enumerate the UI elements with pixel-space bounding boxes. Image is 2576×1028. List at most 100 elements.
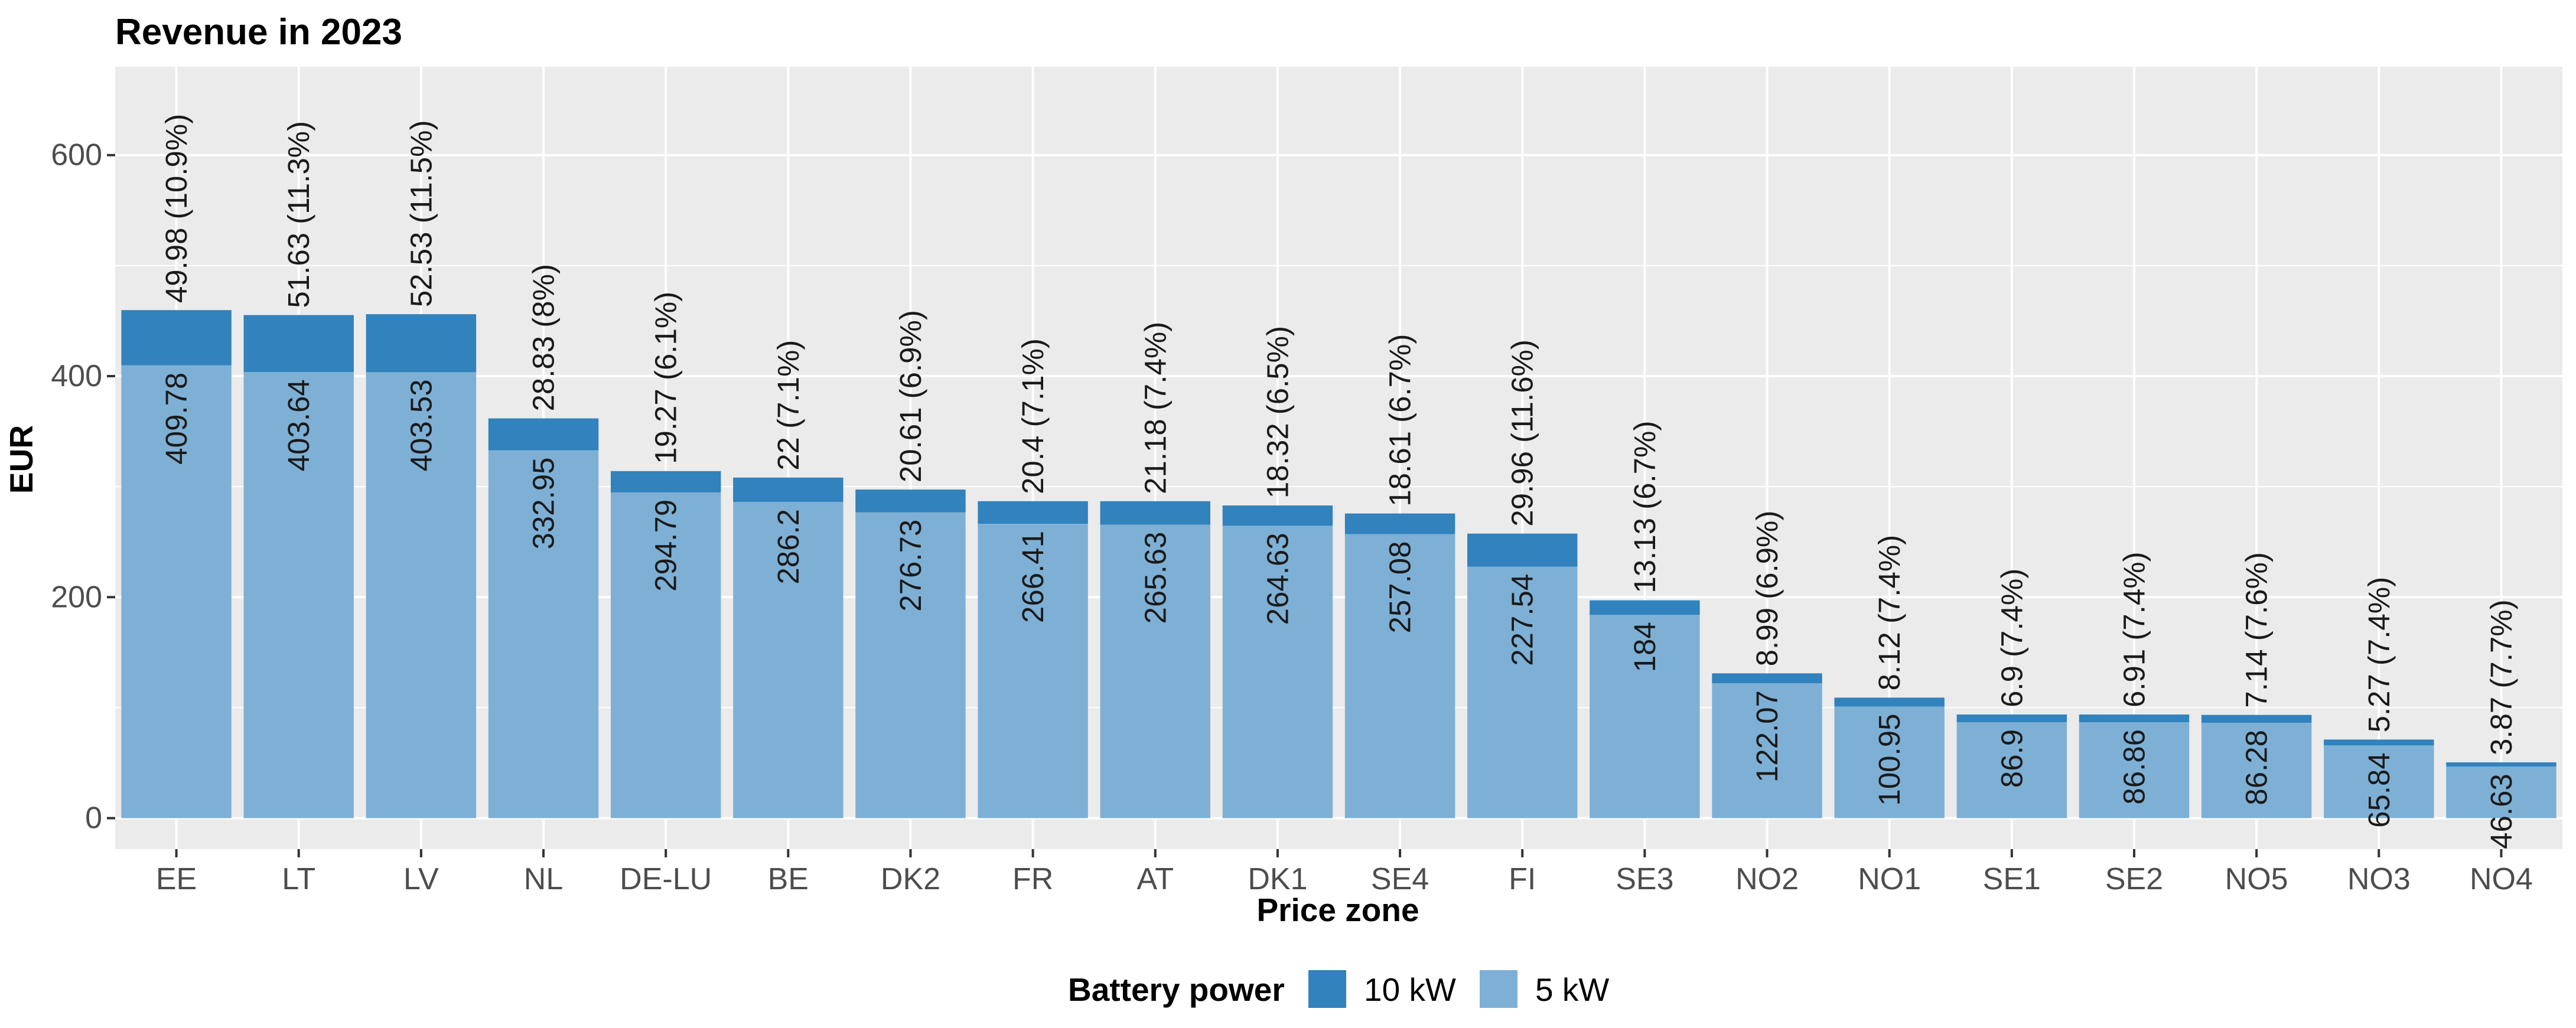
label-5kw-SE1: 86.9 xyxy=(1995,729,2028,788)
bar-10kw-SE4 xyxy=(1344,513,1455,534)
label-5kw-NO4: 46.63 xyxy=(2484,774,2518,849)
legend-key-10kw xyxy=(1308,970,1346,1008)
label-5kw-DK2: 276.73 xyxy=(894,520,927,612)
label-10kw-NO3: 5.27 (7.4%) xyxy=(2362,577,2396,733)
x-tick-label: NO2 xyxy=(1735,862,1799,896)
bar-10kw-AT xyxy=(1100,501,1210,525)
bar-10kw-DK1 xyxy=(1222,505,1333,526)
bar-5kw-EE xyxy=(121,365,232,818)
label-5kw-DE-LU: 294.79 xyxy=(649,500,683,592)
label-10kw-NO5: 7.14 (7.6%) xyxy=(2240,552,2274,708)
label-5kw-AT: 265.63 xyxy=(1138,531,1172,624)
legend-title: Battery power xyxy=(1068,971,1285,1008)
y-tick-label: 600 xyxy=(51,138,102,172)
bar-5kw-NO2 xyxy=(1712,683,1822,818)
x-tick-label: NO4 xyxy=(2470,862,2533,896)
label-5kw-DK1: 264.63 xyxy=(1261,533,1294,625)
label-5kw-FI: 227.54 xyxy=(1506,574,1539,666)
label-5kw-NO3: 65.84 xyxy=(2362,752,2396,828)
x-tick-label: SE4 xyxy=(1371,862,1429,896)
bar-10kw-NO3 xyxy=(2324,739,2434,746)
label-10kw-DK2: 20.61 (6.9%) xyxy=(894,310,927,482)
bar-5kw-DE-LU xyxy=(610,492,721,818)
label-10kw-SE4: 18.61 (6.7%) xyxy=(1383,334,1417,507)
legend-label: 10 kW xyxy=(1364,971,1456,1008)
x-tick-label: BE xyxy=(768,862,809,896)
x-tick-label: DE-LU xyxy=(620,862,712,896)
bar-10kw-NL xyxy=(488,418,599,451)
bar-5kw-AT xyxy=(1100,524,1210,818)
y-tick-label: 400 xyxy=(51,359,102,393)
label-10kw-NO1: 8.12 (7.4%) xyxy=(1872,535,1906,691)
bar-5kw-NO4 xyxy=(2446,766,2557,818)
label-10kw-BE: 22 (7.1%) xyxy=(771,340,805,471)
bar-5kw-SE2 xyxy=(2079,722,2190,818)
bar-10kw-DE-LU xyxy=(610,471,721,492)
x-tick-label: NO3 xyxy=(2347,862,2411,896)
label-5kw-LT: 403.64 xyxy=(282,379,315,471)
bar-5kw-DK1 xyxy=(1222,526,1333,818)
bar-5kw-DK2 xyxy=(855,512,966,818)
plot-panel xyxy=(115,67,2562,849)
x-tick-label: LT xyxy=(282,862,315,896)
label-5kw-SE4: 257.08 xyxy=(1383,541,1417,633)
label-10kw-NO2: 8.99 (6.9%) xyxy=(1750,511,1784,667)
bar-5kw-NO5 xyxy=(2201,723,2312,818)
label-10kw-FR: 20.4 (7.1%) xyxy=(1016,338,1050,494)
y-axis-title: EUR xyxy=(3,425,40,494)
legend: Battery power 10 kW 5 kW xyxy=(1068,970,1609,1008)
legend-key-5kw xyxy=(1480,970,1517,1008)
x-tick-label: NO1 xyxy=(1858,862,1921,896)
bar-10kw-SE2 xyxy=(2079,714,2190,723)
bar-10kw-SE1 xyxy=(1956,714,2067,722)
x-tick-label: SE2 xyxy=(2105,862,2163,896)
label-10kw-SE3: 13.13 (6.7%) xyxy=(1628,421,1662,593)
x-tick-label: NL xyxy=(524,862,563,896)
label-10kw-LV: 52.53 (11.5%) xyxy=(404,120,438,308)
label-5kw-EE: 409.78 xyxy=(159,373,193,465)
bar-10kw-NO1 xyxy=(1834,697,1945,707)
x-tick-label: SE3 xyxy=(1616,862,1673,896)
y-tick-label: 0 xyxy=(85,801,102,836)
label-5kw-NO1: 100.95 xyxy=(1872,714,1906,806)
label-10kw-SE2: 6.91 (7.4%) xyxy=(2117,551,2151,707)
label-10kw-LT: 51.63 (11.3%) xyxy=(282,121,315,308)
label-10kw-FI: 29.96 (11.6%) xyxy=(1506,340,1539,527)
x-tick-label: FI xyxy=(1509,862,1536,896)
bar-5kw-SE1 xyxy=(1956,722,2067,818)
bar-10kw-EE xyxy=(121,310,232,365)
bar-5kw-SE4 xyxy=(1344,534,1455,818)
bar-5kw-LT xyxy=(243,372,354,818)
y-tick-label: 200 xyxy=(51,580,102,614)
x-tick-label: DK2 xyxy=(881,862,940,896)
bar-10kw-LT xyxy=(243,315,354,373)
label-10kw-DE-LU: 19.27 (6.1%) xyxy=(649,292,683,464)
label-5kw-FR: 266.41 xyxy=(1016,531,1050,623)
bar-labels: 409.78 49.98 (10.9%) 403.64 51.63 (11.3%) 40… xyxy=(159,114,2518,849)
label-10kw-NO4: 3.87 (7.7%) xyxy=(2484,599,2518,755)
bar-10kw-NO4 xyxy=(2446,762,2557,767)
label-10kw-AT: 21.18 (7.4%) xyxy=(1138,322,1172,494)
bars xyxy=(121,310,2557,818)
label-10kw-DK1: 18.32 (6.5%) xyxy=(1261,326,1294,498)
bar-10kw-FR xyxy=(978,501,1088,524)
x-axis-title: Price zone xyxy=(1256,892,1419,928)
bar-5kw-NO3 xyxy=(2324,745,2434,818)
x-tick-label: AT xyxy=(1136,862,1174,896)
label-5kw-SE2: 86.86 xyxy=(2117,729,2151,805)
axes: 0 200 400 600 EE LT LV NL DE-LU BE DK2 FR AT DK1 SE4 FI… xyxy=(51,138,2533,896)
bar-10kw-LV xyxy=(366,314,477,373)
bar-5kw-FI xyxy=(1467,566,1578,818)
chart-title: Revenue in 2023 xyxy=(115,12,402,53)
legend-label: 5 kW xyxy=(1535,971,1609,1008)
bar-10kw-BE xyxy=(733,477,844,502)
bar-5kw-BE xyxy=(733,501,844,818)
bar-10kw-NO5 xyxy=(2201,714,2312,723)
bar-5kw-NO1 xyxy=(1834,706,1945,818)
label-10kw-NL: 28.83 (8%) xyxy=(527,264,561,411)
label-5kw-NL: 332.95 xyxy=(527,457,561,549)
x-tick-label: NO5 xyxy=(2225,862,2288,896)
label-10kw-EE: 49.98 (10.9%) xyxy=(159,114,193,303)
label-5kw-BE: 286.2 xyxy=(771,509,805,585)
x-tick-label: EE xyxy=(156,862,197,896)
